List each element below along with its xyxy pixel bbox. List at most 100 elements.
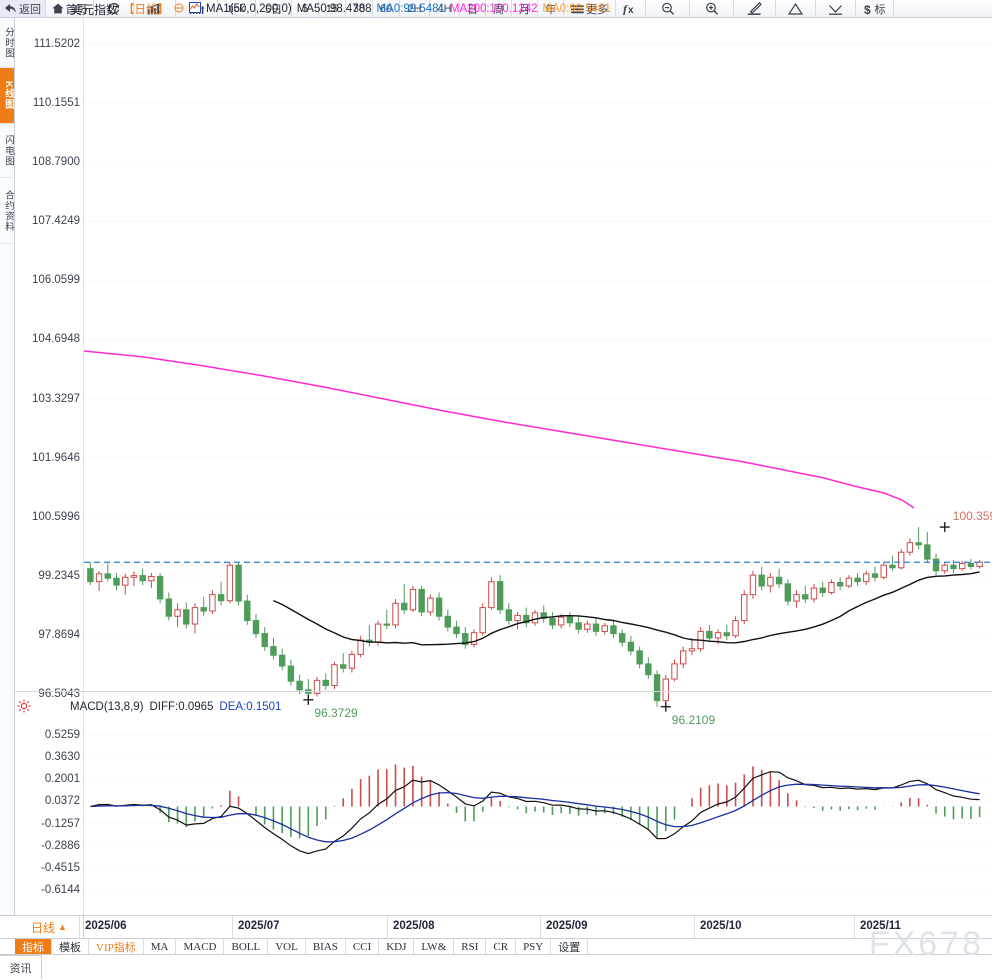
time-tick-label: 2025/09 (546, 920, 588, 932)
sidebar-item-flash[interactable]: 闪电图 (0, 124, 14, 178)
chart-canvas[interactable] (84, 18, 992, 915)
indicator-bias[interactable]: BIAS (306, 939, 346, 955)
price-tick-label: 104.6948 (32, 333, 80, 346)
price-tick-label: 101.9646 (32, 451, 80, 464)
back-button-label: 返回 (19, 3, 41, 16)
refresh-icon (107, 2, 121, 15)
sidebar-item-contract[interactable]: 合约资料 (0, 178, 14, 244)
indicator-boll[interactable]: BOLL (224, 939, 269, 955)
period-5m-label: 5 (301, 2, 309, 15)
price-tag-high: 100.3599 (952, 509, 992, 524)
indicator-vol[interactable]: VOL (268, 939, 306, 955)
hamburger-icon (571, 4, 584, 14)
sidebar-item-kline[interactable]: K线图 (0, 68, 14, 124)
macd-title: MACD(13,8,9) (70, 701, 144, 713)
indicator-tab-main[interactable]: 指标 (15, 939, 52, 955)
more-button[interactable]: 更多 (564, 0, 616, 17)
zoom-in-icon (705, 2, 719, 15)
refresh-button[interactable] (94, 0, 134, 17)
macd-dea-value: DEA:0.1501 (219, 701, 282, 713)
triangle-tool-button[interactable] (776, 0, 816, 17)
time-tick-label: 2025/08 (393, 920, 435, 932)
period-tick[interactable]: tick (218, 0, 256, 17)
indicator-tab-vip[interactable]: VIP指标 (89, 939, 144, 955)
period-week-label: 周 (493, 3, 504, 16)
indicator-toolbar: 指标 模板 VIP指标 MA MACD BOLL VOL BIAS CCI KDJ LW& RSI CR… (15, 939, 992, 955)
chevron-down-icon (828, 3, 843, 15)
currency-button[interactable]: $ 标 (856, 0, 894, 17)
svg-text:f: f (623, 3, 628, 15)
macd-tick-label: 0.3630 (44, 751, 80, 764)
draw-button[interactable] (734, 0, 776, 17)
news-tab[interactable]: 资讯 (0, 955, 42, 979)
watermark: FX678 (868, 925, 984, 963)
period-week[interactable]: 周 (486, 0, 512, 17)
period-selector[interactable]: 日线 ▲ (15, 916, 84, 938)
time-tick-label: 2025/11 (860, 920, 901, 932)
indicator-thumb-icon[interactable] (189, 2, 202, 16)
indicator-psy[interactable]: PSY (516, 939, 552, 955)
period-15m-label: 15 (325, 2, 339, 15)
macd-tick-label: 0.2001 (44, 773, 80, 786)
price-tick-label: 103.3297 (32, 392, 80, 405)
indicator-ma[interactable]: MA (144, 939, 177, 955)
chart-header: 美元指数 【日线】 MA1(50,0,200,0) MA50:98.4788 M… (70, 0, 611, 18)
period-year[interactable]: 年 (538, 0, 564, 17)
macd-header: MACD(13,8,9) DIFF:0.0965 DEA:0.1501 (70, 699, 287, 715)
chart-area[interactable]: 111.5202 110.1551 108.7900 107.4249 106.0599… (15, 18, 992, 915)
period-5d-label: 5日 (264, 3, 283, 16)
home-icon (51, 3, 64, 14)
minus-circle-icon[interactable] (174, 3, 184, 16)
back-button[interactable]: 返回 (0, 0, 46, 17)
dollar-icon: $ (864, 3, 873, 15)
price-tick-label: 106.0599 (32, 274, 80, 287)
price-axis: 111.5202 110.1551 108.7900 107.4249 106.0599… (15, 18, 84, 915)
sidebar-item-timeshare[interactable]: 分时图 (0, 18, 14, 68)
time-tick-separator (694, 916, 695, 938)
left-sidebar: 分时图 K线图 闪电图 合约资料 (0, 18, 15, 930)
price-tag-low-2: 96.2109 (671, 712, 716, 727)
period-4h[interactable]: 4H (430, 0, 460, 17)
period-day-label: 日 (467, 3, 478, 16)
period-2h[interactable]: 2H (400, 0, 430, 17)
zoom-out-button[interactable] (646, 0, 690, 17)
indicator-kdj[interactable]: KDJ (379, 939, 415, 955)
indicator-macd[interactable]: MACD (176, 939, 225, 955)
time-tick-separator (232, 916, 233, 938)
price-tick-label: 111.5202 (33, 38, 80, 50)
period-selector-label: 日线 (31, 920, 56, 935)
period-year-label: 年 (545, 3, 556, 16)
period-2h-label: 2H (407, 2, 422, 15)
plot-area[interactable] (84, 18, 992, 915)
home-button[interactable]: 首页 (46, 0, 94, 17)
period-15m[interactable]: 15 (319, 0, 346, 17)
period-30m[interactable]: 30 (346, 0, 373, 17)
indicator-tab-template[interactable]: 模板 (52, 939, 89, 955)
period-5m[interactable]: 5 (292, 0, 319, 17)
bottom-strip (0, 954, 992, 980)
indicator-lwr[interactable]: LW& (414, 939, 455, 955)
macd-tick-label: 0.5259 (44, 729, 80, 741)
home-button-label: 首页 (65, 3, 88, 16)
period-60m[interactable]: 60 (373, 0, 400, 17)
period-day[interactable]: 日 (460, 0, 486, 17)
zoom-in-button[interactable] (690, 0, 734, 17)
ma50-value: MA50:98.4788 (296, 3, 372, 15)
price-tick-label: 107.4249 (32, 215, 80, 228)
top-toolbar: 返回 首页 tick 5日 5 15 30 60 2H 4H 日 周 月 年 更多 f x $ 标 (0, 0, 992, 18)
dropdown-button[interactable] (816, 0, 856, 17)
period-month[interactable]: 月 (512, 0, 538, 17)
macd-tick-label: -0.6144 (40, 884, 80, 896)
time-tick-separator (540, 916, 541, 938)
indicator-cr[interactable]: CR (486, 939, 517, 955)
indicator-cci[interactable]: CCI (346, 939, 380, 955)
indicator-rsi[interactable]: RSI (454, 939, 487, 955)
indicator-settings[interactable]: 设置 (551, 939, 589, 955)
price-tick-label: 110.1551 (32, 97, 80, 110)
time-tick-label: 2025/10 (700, 920, 742, 932)
settings-sun-icon[interactable] (17, 699, 31, 718)
price-tick-label: 108.7900 (32, 156, 80, 169)
period-5d[interactable]: 5日 (256, 0, 292, 17)
